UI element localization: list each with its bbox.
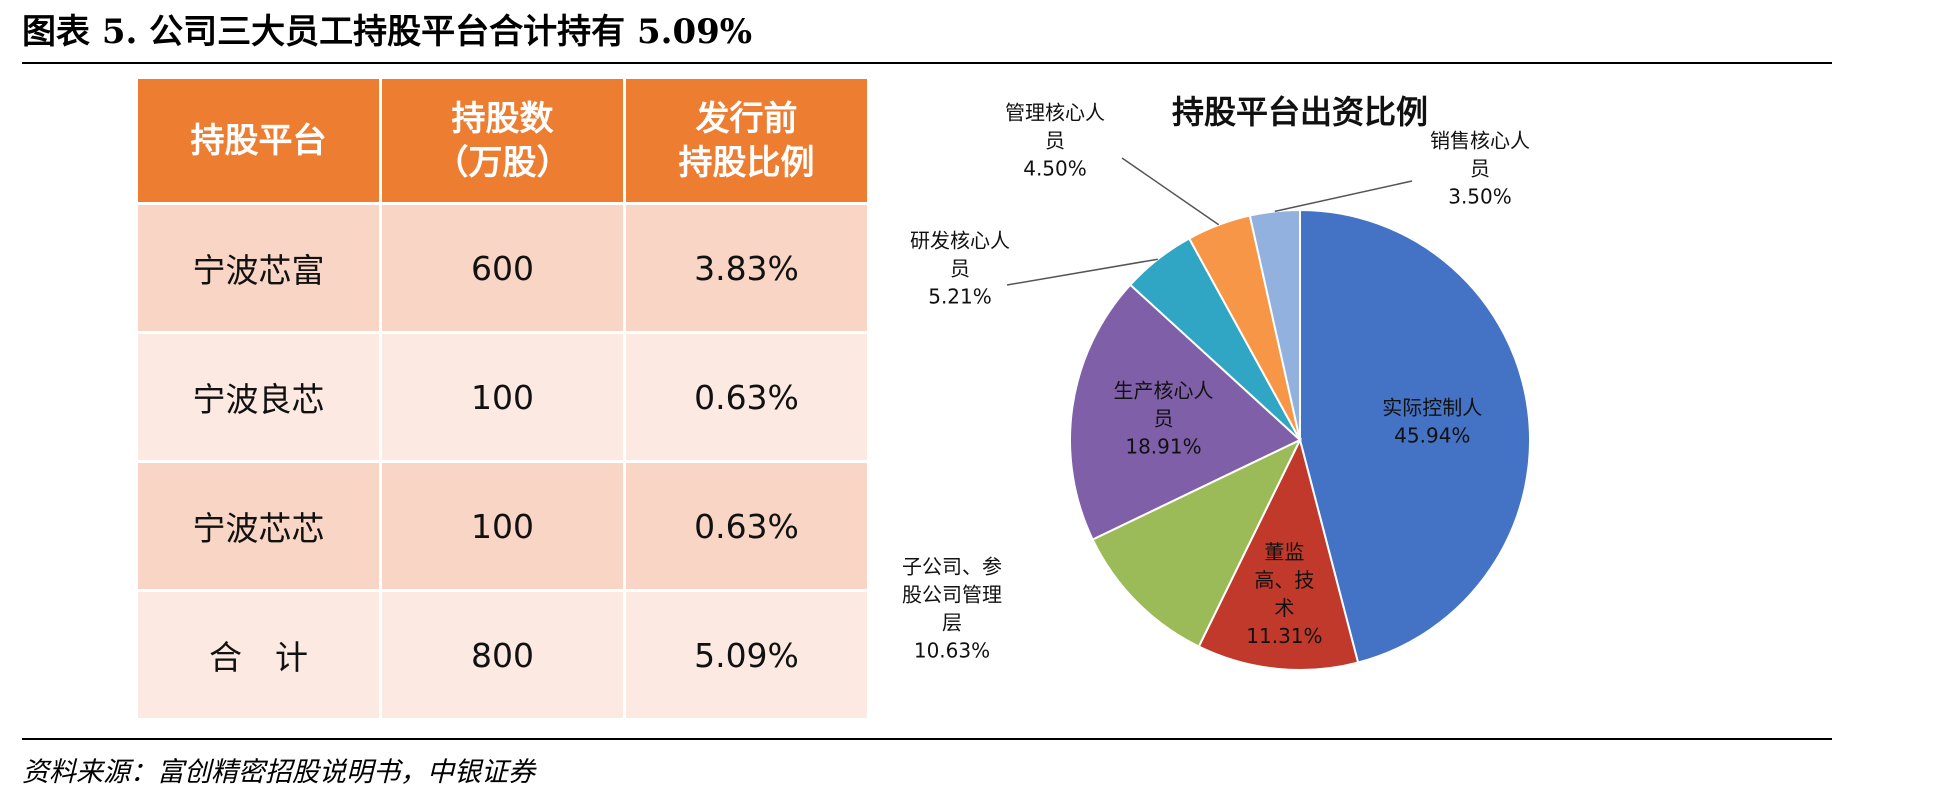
chart-title: 持股平台出资比例 bbox=[1172, 93, 1428, 131]
pie-value-label: 3.50% bbox=[1448, 185, 1512, 209]
table-header-row: 持股平台 持股数 （万股） 发行前 持股比例 bbox=[135, 76, 870, 205]
header-ratio: 发行前 持股比例 bbox=[623, 76, 870, 205]
pie-leader-line bbox=[1121, 157, 1220, 226]
pie-category-label: 实际控制人 bbox=[1382, 396, 1482, 420]
pie-category-label: 员 bbox=[1045, 129, 1065, 153]
pie-category-label: 员 bbox=[950, 257, 970, 281]
page-title: 图表 5. 公司三大员工持股平台合计持有 5.09% bbox=[22, 12, 753, 52]
cell-ratio: 0.63% bbox=[623, 331, 870, 463]
cell-shares: 800 bbox=[379, 589, 626, 721]
header-ratio-line1: 发行前 bbox=[695, 98, 798, 139]
cell-platform: 宁波芯芯 bbox=[135, 460, 382, 592]
pie-category-label: 术 bbox=[1274, 596, 1294, 620]
source-note: 资料来源：富创精密招股说明书，中银证券 bbox=[22, 757, 535, 788]
pie-slice bbox=[1197, 437, 1360, 671]
table-row: 宁波芯富 600 3.83% bbox=[135, 202, 870, 334]
pie-value-label: 11.31% bbox=[1246, 624, 1322, 648]
pie-category-label: 股公司管理 bbox=[902, 583, 1002, 607]
cell-platform: 宁波良芯 bbox=[135, 331, 382, 463]
pie-category-label: 生产核心人 bbox=[1114, 378, 1214, 402]
pie-category-label: 员 bbox=[1154, 406, 1174, 430]
pie-chart: 持股平台出资比例实际控制人 45.94% 董监高、技术 11.31% 子公司、参股公司管… bbox=[860, 80, 1760, 730]
table-row: 宁波芯芯 100 0.63% bbox=[135, 460, 870, 592]
pie-category-label: 研发核心人 bbox=[910, 229, 1010, 253]
pie-value-label: 5.21% bbox=[928, 285, 992, 309]
pie-category-label: 销售核心人 bbox=[1430, 129, 1530, 153]
cell-shares: 100 bbox=[379, 460, 626, 592]
cell-platform: 宁波芯富 bbox=[135, 202, 382, 334]
pie-value-label: 18.91% bbox=[1125, 434, 1201, 458]
pie-slice bbox=[1248, 208, 1301, 441]
table-row: 宁波良芯 100 0.63% bbox=[135, 331, 870, 463]
pie-value-label: 4.50% bbox=[1023, 157, 1087, 181]
pie-category-label: 子公司、参 bbox=[902, 555, 1002, 579]
pie-slice bbox=[1069, 283, 1302, 541]
cell-shares: 600 bbox=[379, 202, 626, 334]
header-shares-line2: （万股） bbox=[434, 142, 571, 183]
pie-category-label: 管理核心人 bbox=[1005, 101, 1105, 125]
header-platform: 持股平台 bbox=[135, 76, 382, 205]
table-row-total: 合 计 800 5.09% bbox=[135, 589, 870, 721]
holdings-table: 持股平台 持股数 （万股） 发行前 持股比例 宁波芯富 600 3.83% 宁波… bbox=[135, 76, 870, 721]
pie-category-label: 董监 bbox=[1264, 540, 1304, 564]
header-ratio-line2: 持股比例 bbox=[678, 142, 815, 183]
pie-category-label: 层 bbox=[942, 611, 962, 635]
bottom-rule bbox=[22, 738, 1832, 740]
header-shares-line1: 持股数 bbox=[451, 98, 554, 139]
cell-ratio: 3.83% bbox=[623, 202, 870, 334]
pie-leader-line bbox=[1006, 258, 1158, 286]
cell-ratio: 0.63% bbox=[623, 460, 870, 592]
header-platform-line1: 持股平台 bbox=[190, 120, 327, 161]
header-shares: 持股数 （万股） bbox=[379, 76, 626, 205]
pie-category-label: 员 bbox=[1470, 157, 1490, 181]
pie-leader-line bbox=[1274, 180, 1413, 213]
pie-value-label: 45.94% bbox=[1394, 424, 1470, 448]
top-rule bbox=[22, 62, 1832, 64]
pie-slice bbox=[1299, 208, 1532, 664]
pie-category-label: 高、技 bbox=[1254, 568, 1314, 592]
pie-value-label: 10.63% bbox=[914, 639, 990, 663]
cell-shares: 100 bbox=[379, 331, 626, 463]
pie-slice bbox=[1091, 437, 1303, 648]
cell-platform: 合 计 bbox=[135, 589, 382, 721]
cell-ratio: 5.09% bbox=[623, 589, 870, 721]
